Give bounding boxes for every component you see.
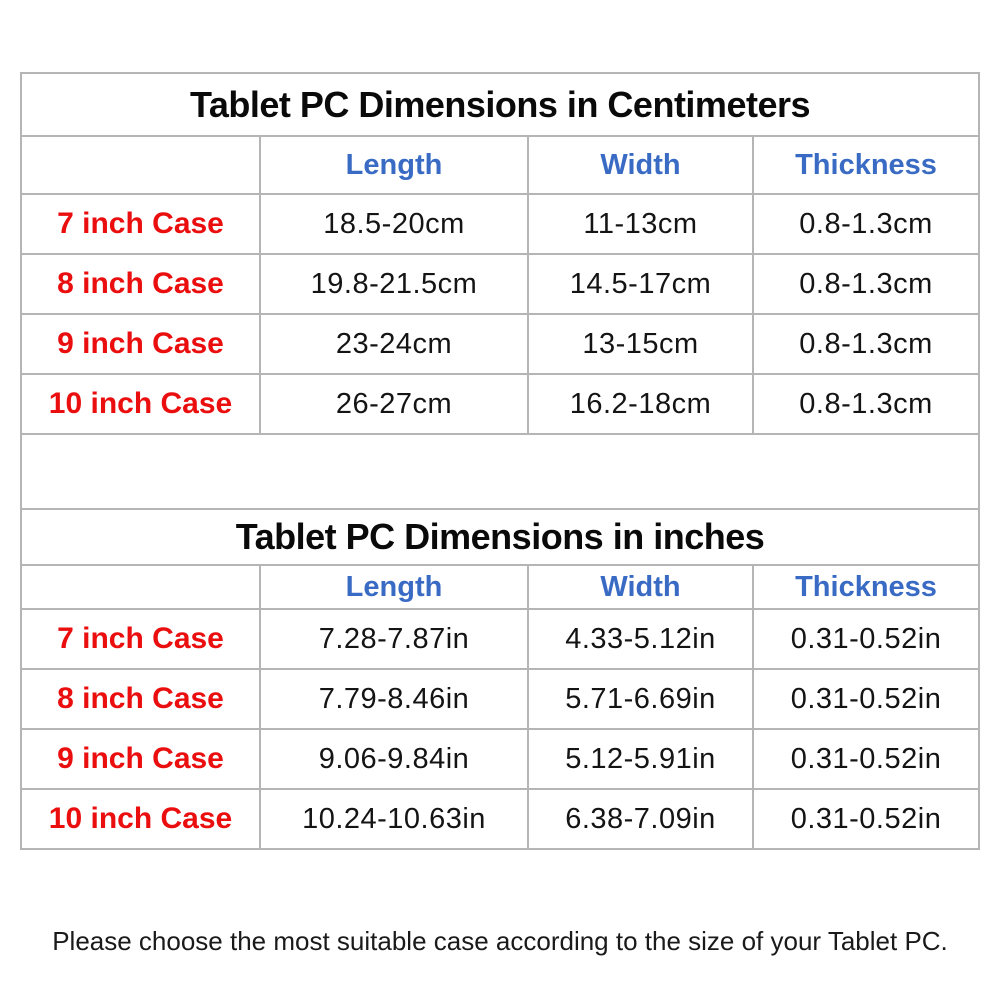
inch-header-row: Length Width Thickness bbox=[20, 564, 981, 610]
cm-column-header-width: Width bbox=[527, 135, 754, 195]
table-row: 10 inch Case 26-27cm 16.2-18cm 0.8-1.3cm bbox=[20, 373, 981, 435]
cell-width: 6.38-7.09in bbox=[527, 788, 754, 850]
cm-corner-cell bbox=[20, 135, 261, 195]
cell-thickness: 0.8-1.3cm bbox=[751, 193, 981, 255]
cell-thickness: 0.31-0.52in bbox=[751, 608, 981, 670]
spacer-cell bbox=[19, 433, 981, 510]
cm-title-row: Tablet PC Dimensions in Centimeters bbox=[19, 72, 981, 137]
cm-column-header-length: Length bbox=[259, 135, 529, 195]
cell-thickness: 0.31-0.52in bbox=[751, 668, 981, 730]
row-label: 7 inch Case bbox=[20, 193, 261, 255]
row-label: 10 inch Case bbox=[20, 373, 261, 435]
cell-thickness: 0.8-1.3cm bbox=[751, 373, 981, 435]
cell-width: 11-13cm bbox=[527, 193, 754, 255]
row-label: 9 inch Case bbox=[20, 728, 261, 790]
inch-title-row: Tablet PC Dimensions in inches bbox=[19, 508, 981, 566]
cell-length: 7.79-8.46in bbox=[259, 668, 529, 730]
inch-column-header-length: Length bbox=[259, 564, 529, 610]
inch-column-header-thickness: Thickness bbox=[751, 564, 981, 610]
row-label: 7 inch Case bbox=[20, 608, 261, 670]
dimensions-sheet: Tablet PC Dimensions in Centimeters Leng… bbox=[19, 72, 981, 850]
cell-length: 18.5-20cm bbox=[259, 193, 529, 255]
cell-width: 14.5-17cm bbox=[527, 253, 754, 315]
table-row: 7 inch Case 7.28-7.87in 4.33-5.12in 0.31… bbox=[20, 608, 981, 670]
spacer-row bbox=[19, 433, 981, 510]
cell-length: 23-24cm bbox=[259, 313, 529, 375]
cell-width: 4.33-5.12in bbox=[527, 608, 754, 670]
inch-corner-cell bbox=[20, 564, 261, 610]
cell-width: 16.2-18cm bbox=[527, 373, 754, 435]
cell-length: 10.24-10.63in bbox=[259, 788, 529, 850]
footer-note: Please choose the most suitable case acc… bbox=[52, 926, 948, 956]
cell-length: 26-27cm bbox=[259, 373, 529, 435]
cell-width: 5.71-6.69in bbox=[527, 668, 754, 730]
cm-column-header-thickness: Thickness bbox=[751, 135, 981, 195]
table-row: 10 inch Case 10.24-10.63in 6.38-7.09in 0… bbox=[20, 788, 981, 850]
cell-thickness: 0.8-1.3cm bbox=[751, 253, 981, 315]
row-label: 8 inch Case bbox=[20, 253, 261, 315]
cm-header-row: Length Width Thickness bbox=[20, 135, 981, 195]
row-label: 10 inch Case bbox=[20, 788, 261, 850]
cell-thickness: 0.31-0.52in bbox=[751, 788, 981, 850]
cm-table-title: Tablet PC Dimensions in Centimeters bbox=[19, 72, 981, 137]
cell-length: 7.28-7.87in bbox=[259, 608, 529, 670]
dimensions-table: Tablet PC Dimensions in Centimeters Leng… bbox=[19, 72, 981, 850]
cell-width: 5.12-5.91in bbox=[527, 728, 754, 790]
table-row: 7 inch Case 18.5-20cm 11-13cm 0.8-1.3cm bbox=[20, 193, 981, 255]
table-row: 8 inch Case 7.79-8.46in 5.71-6.69in 0.31… bbox=[20, 668, 981, 730]
inch-column-header-width: Width bbox=[527, 564, 754, 610]
table-row: 8 inch Case 19.8-21.5cm 14.5-17cm 0.8-1.… bbox=[20, 253, 981, 315]
table-row: 9 inch Case 9.06-9.84in 5.12-5.91in 0.31… bbox=[20, 728, 981, 790]
cell-width: 13-15cm bbox=[527, 313, 754, 375]
cell-length: 19.8-21.5cm bbox=[259, 253, 529, 315]
cell-length: 9.06-9.84in bbox=[259, 728, 529, 790]
row-label: 9 inch Case bbox=[20, 313, 261, 375]
cell-thickness: 0.31-0.52in bbox=[751, 728, 981, 790]
row-label: 8 inch Case bbox=[20, 668, 261, 730]
cell-thickness: 0.8-1.3cm bbox=[751, 313, 981, 375]
table-row: 9 inch Case 23-24cm 13-15cm 0.8-1.3cm bbox=[20, 313, 981, 375]
inch-table-title: Tablet PC Dimensions in inches bbox=[19, 508, 981, 566]
